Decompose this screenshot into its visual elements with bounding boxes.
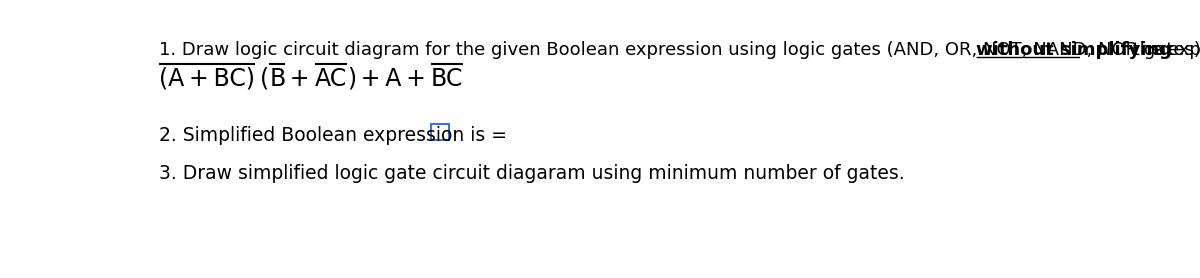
- Text: 1. Draw logic circuit diagram for the given Boolean expression using logic gates: 1. Draw logic circuit diagram for the gi…: [160, 41, 1200, 59]
- Text: + A +: + A +: [356, 67, 431, 91]
- Text: +: +: [286, 67, 314, 91]
- Text: 3. Draw simplified logic gate circuit diagaram using minimum number of gates.: 3. Draw simplified logic gate circuit di…: [160, 164, 905, 183]
- Text: without simplifying: without simplifying: [976, 41, 1171, 59]
- Text: BC: BC: [431, 67, 463, 91]
- Text: (A + BC): (A + BC): [160, 67, 256, 91]
- Text: the expression.: the expression.: [1128, 41, 1200, 59]
- Text: 2. Simplified Boolean expression is =: 2. Simplified Boolean expression is =: [160, 126, 508, 145]
- Text: B: B: [269, 67, 286, 91]
- Bar: [431, 124, 449, 140]
- Text: (: (: [260, 67, 269, 91]
- Text: ): ): [347, 67, 356, 91]
- Text: AC: AC: [314, 67, 347, 91]
